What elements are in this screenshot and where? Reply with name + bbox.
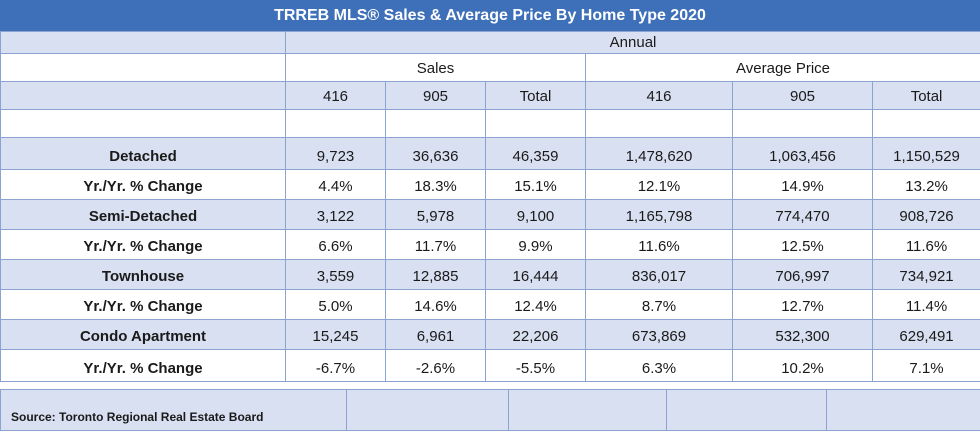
- change-label: Yr./Yr. % Change: [1, 230, 286, 260]
- home-type-label: Townhouse: [1, 260, 286, 290]
- change-label: Yr./Yr. % Change: [1, 350, 286, 382]
- change-price-total: 13.2%: [873, 170, 980, 200]
- home-type-label: Detached: [1, 138, 286, 170]
- change-sales-total: -5.5%: [486, 350, 586, 382]
- table-row: Condo Apartment 15,245 6,961 22,206 673,…: [1, 320, 980, 350]
- change-row: Yr./Yr. % Change 5.0% 14.6% 12.4% 8.7% 1…: [1, 290, 980, 320]
- change-price-416: 6.3%: [586, 350, 733, 382]
- column-header: 905: [386, 82, 486, 110]
- sales-416: 15,245: [286, 320, 386, 350]
- change-sales-416: 4.4%: [286, 170, 386, 200]
- change-price-905: 10.2%: [733, 350, 873, 382]
- table-title: TRREB MLS® Sales & Average Price By Home…: [0, 0, 980, 31]
- column-header: Total: [873, 82, 980, 110]
- avg-price-group-header: Average Price: [586, 54, 980, 82]
- footer-row: Source: Toronto Regional Real Estate Boa…: [0, 389, 980, 431]
- sales-416: 9,723: [286, 138, 386, 170]
- change-sales-total: 15.1%: [486, 170, 586, 200]
- change-price-416: 11.6%: [586, 230, 733, 260]
- change-price-total: 7.1%: [873, 350, 980, 382]
- change-sales-416: 5.0%: [286, 290, 386, 320]
- column-header: Total: [486, 82, 586, 110]
- column-header: 416: [586, 82, 733, 110]
- change-row: Yr./Yr. % Change 4.4% 18.3% 15.1% 12.1% …: [1, 170, 980, 200]
- sales-905: 6,961: [386, 320, 486, 350]
- group-header-row: Sales Average Price: [1, 54, 980, 82]
- column-header-row: 416 905 Total 416 905 Total: [1, 82, 980, 110]
- change-price-total: 11.4%: [873, 290, 980, 320]
- data-table: Annual Sales Average Price 416 905 Total…: [0, 31, 980, 382]
- period-header-row: Annual: [1, 32, 980, 54]
- column-header: 416: [286, 82, 386, 110]
- price-905: 774,470: [733, 200, 873, 230]
- sales-total: 46,359: [486, 138, 586, 170]
- table-row: Detached 9,723 36,636 46,359 1,478,620 1…: [1, 138, 980, 170]
- price-total: 908,726: [873, 200, 980, 230]
- sales-905: 5,978: [386, 200, 486, 230]
- sales-416: 3,122: [286, 200, 386, 230]
- price-416: 673,869: [586, 320, 733, 350]
- price-905: 706,997: [733, 260, 873, 290]
- change-sales-905: -2.6%: [386, 350, 486, 382]
- sales-905: 36,636: [386, 138, 486, 170]
- price-total: 734,921: [873, 260, 980, 290]
- price-905: 1,063,456: [733, 138, 873, 170]
- change-label: Yr./Yr. % Change: [1, 290, 286, 320]
- change-sales-905: 11.7%: [386, 230, 486, 260]
- price-total: 629,491: [873, 320, 980, 350]
- price-416: 1,165,798: [586, 200, 733, 230]
- column-header: 905: [733, 82, 873, 110]
- table-row: Semi-Detached 3,122 5,978 9,100 1,165,79…: [1, 200, 980, 230]
- home-type-label: Condo Apartment: [1, 320, 286, 350]
- change-row: Yr./Yr. % Change 6.6% 11.7% 9.9% 11.6% 1…: [1, 230, 980, 260]
- home-type-label: Semi-Detached: [1, 200, 286, 230]
- sales-416: 3,559: [286, 260, 386, 290]
- sales-group-header: Sales: [286, 54, 586, 82]
- price-416: 1,478,620: [586, 138, 733, 170]
- sales-total: 22,206: [486, 320, 586, 350]
- change-row: Yr./Yr. % Change -6.7% -2.6% -5.5% 6.3% …: [1, 350, 980, 382]
- change-price-total: 11.6%: [873, 230, 980, 260]
- price-total: 1,150,529: [873, 138, 980, 170]
- change-sales-416: 6.6%: [286, 230, 386, 260]
- period-header: Annual: [286, 32, 980, 54]
- change-sales-905: 14.6%: [386, 290, 486, 320]
- change-label: Yr./Yr. % Change: [1, 170, 286, 200]
- change-sales-416: -6.7%: [286, 350, 386, 382]
- table-row: Townhouse 3,559 12,885 16,444 836,017 70…: [1, 260, 980, 290]
- change-sales-905: 18.3%: [386, 170, 486, 200]
- source-note: Source: Toronto Regional Real Estate Boa…: [1, 390, 347, 431]
- price-905: 532,300: [733, 320, 873, 350]
- spacer-row: [1, 110, 980, 138]
- change-price-905: 14.9%: [733, 170, 873, 200]
- sales-905: 12,885: [386, 260, 486, 290]
- change-sales-total: 12.4%: [486, 290, 586, 320]
- price-416: 836,017: [586, 260, 733, 290]
- change-price-905: 12.5%: [733, 230, 873, 260]
- sales-total: 16,444: [486, 260, 586, 290]
- change-price-416: 12.1%: [586, 170, 733, 200]
- change-price-416: 8.7%: [586, 290, 733, 320]
- change-sales-total: 9.9%: [486, 230, 586, 260]
- change-price-905: 12.7%: [733, 290, 873, 320]
- sales-total: 9,100: [486, 200, 586, 230]
